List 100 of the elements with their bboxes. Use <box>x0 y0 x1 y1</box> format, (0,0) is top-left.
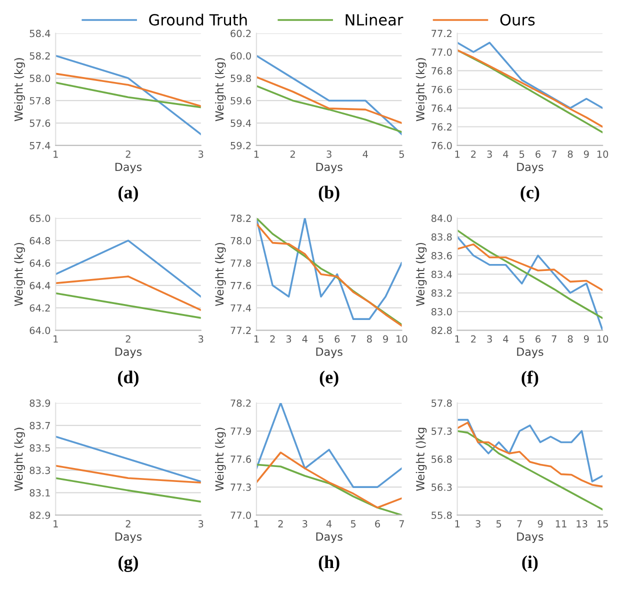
x-tick-label: 10 <box>396 335 408 343</box>
line-series <box>457 430 603 510</box>
x-axis-title: Days <box>115 162 142 174</box>
y-axis-title: Weight (kg) <box>215 428 226 491</box>
x-axis-title: Days <box>517 162 544 174</box>
y-tick-label: 77.3 <box>230 484 251 491</box>
x-tick-label: 11 <box>556 520 566 528</box>
y-tick-label: 60.0 <box>230 52 251 60</box>
x-tick-label: 8 <box>568 335 573 343</box>
x-tick-label: 6 <box>536 150 540 158</box>
y-axis-title: Weight (kg) <box>14 242 25 306</box>
x-axis-title: Days <box>316 532 342 543</box>
x-tick-label: 2 <box>471 150 476 158</box>
y-tick-label: 56.3 <box>432 484 452 491</box>
y-tick-label: 78.0 <box>230 237 251 244</box>
y-tick-label: 83.9 <box>30 399 50 407</box>
y-tick-label: 59.6 <box>230 97 251 104</box>
x-tick-label: 3 <box>302 520 308 528</box>
x-tick-label: 3 <box>198 150 204 158</box>
x-tick-label: 2 <box>278 520 283 528</box>
y-tick-label: 82.8 <box>431 326 452 334</box>
y-tick-label: 57.4 <box>30 142 50 150</box>
text: (i) <box>522 555 538 572</box>
y-tick-label: 64.4 <box>30 282 50 290</box>
text: (c) <box>520 186 540 202</box>
line-series <box>457 42 603 109</box>
text: (h) <box>318 555 340 572</box>
y-axis-title: Weight (kg) <box>215 242 226 306</box>
x-tick-label: 9 <box>383 335 388 343</box>
y-tick-label: 83.1 <box>30 489 50 497</box>
y-tick-label: 58.0 <box>30 74 50 82</box>
x-tick-label: 1 <box>54 335 58 343</box>
y-axis-title: Weight (kg) <box>14 428 25 491</box>
x-tick-label: 2 <box>471 335 476 343</box>
y-tick-label: 83.6 <box>431 252 452 260</box>
y-tick-label: 76.8 <box>432 67 452 75</box>
x-tick-label: 5 <box>399 150 404 158</box>
x-tick-label: 5 <box>520 335 524 343</box>
x-tick-label: 3 <box>198 520 204 528</box>
y-tick-label: 83.5 <box>30 444 50 452</box>
legend-label: Ours <box>500 14 535 26</box>
x-tick-label: 5 <box>350 520 356 528</box>
x-tick-label: 9 <box>584 150 589 158</box>
y-tick-label: 77.8 <box>230 259 251 267</box>
x-tick-label: 1 <box>455 520 460 528</box>
x-tick-label: 2 <box>126 150 130 158</box>
line-series <box>256 452 402 509</box>
text: (e) <box>320 370 338 388</box>
x-axis-title: Days <box>517 348 544 358</box>
x-tick-label: 1 <box>54 150 58 158</box>
y-tick-label: 76.4 <box>432 104 452 112</box>
y-axis-title: Weight (kg) <box>215 58 226 122</box>
line-series <box>457 229 603 320</box>
x-axis-title: Days <box>115 532 142 543</box>
x-tick-label: 3 <box>487 335 492 343</box>
line-series <box>256 85 402 133</box>
text: (a) <box>118 186 138 202</box>
y-tick-label: 76.2 <box>432 123 452 131</box>
x-axis-title: Days <box>316 162 342 174</box>
legend-label: NLinear <box>346 14 404 26</box>
y-tick-label: 83.8 <box>431 233 452 241</box>
x-tick-label: 3 <box>286 335 292 343</box>
y-tick-label: 77.0 <box>432 48 452 56</box>
y-tick-label: 83.7 <box>30 422 50 430</box>
y-tick-label: 56.8 <box>432 456 452 463</box>
line-series <box>256 76 402 124</box>
x-tick-label: 3 <box>487 150 492 158</box>
x-tick-label: 2 <box>126 520 130 528</box>
y-tick-label: 58.4 <box>30 30 50 38</box>
y-tick-label: 77.2 <box>432 30 452 38</box>
y-tick-label: 77.6 <box>230 282 251 290</box>
x-tick-label: 4 <box>503 150 508 158</box>
x-axis-title: Days <box>316 348 342 358</box>
x-tick-label: 1 <box>455 150 460 158</box>
y-tick-label: 77.0 <box>230 512 251 519</box>
x-tick-label: 5 <box>496 520 502 528</box>
x-tick-label: 5 <box>318 335 324 343</box>
y-tick-label: 58.2 <box>30 52 50 60</box>
x-tick-label: 3 <box>198 335 204 343</box>
x-tick-label: 7 <box>552 150 556 158</box>
y-axis-title: Weight (kg) <box>14 58 25 122</box>
x-tick-label: 2 <box>290 150 295 158</box>
x-tick-label: 13 <box>576 520 588 528</box>
x-tick-label: 15 <box>597 520 608 528</box>
x-tick-label: 1 <box>254 335 259 343</box>
x-tick-label: 6 <box>536 335 540 343</box>
x-tick-label: 7 <box>350 335 356 343</box>
x-axis-title: Days <box>517 532 544 543</box>
y-tick-label: 76.0 <box>432 142 452 150</box>
line-series <box>256 464 402 516</box>
y-tick-label: 57.8 <box>30 97 50 104</box>
y-tick-label: 78.2 <box>230 399 251 407</box>
text: (g) <box>118 555 138 572</box>
x-tick-label: 1 <box>254 520 259 528</box>
y-tick-label: 64.0 <box>30 326 50 334</box>
y-axis-title: Weight ()kg <box>416 428 427 491</box>
y-tick-label: 83.0 <box>431 308 452 316</box>
y-tick-label: 64.6 <box>30 259 50 267</box>
legend-label: Ground Truth <box>149 14 247 26</box>
line-series <box>457 243 603 291</box>
